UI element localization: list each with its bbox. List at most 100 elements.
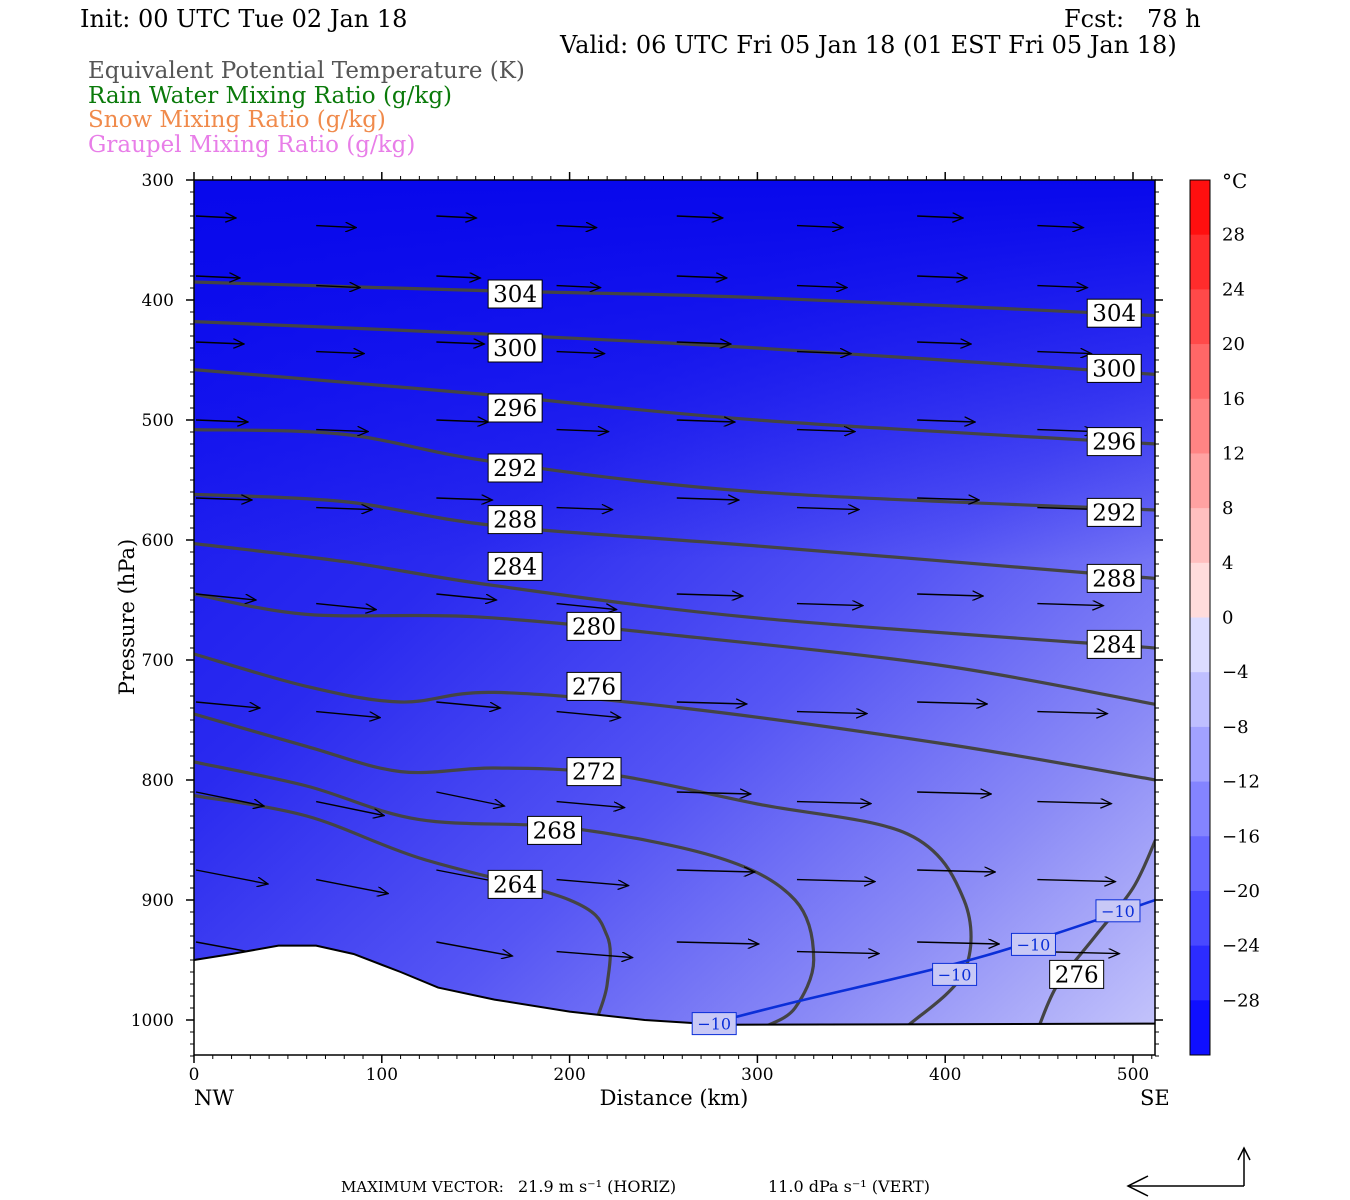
theta-e-label-box bbox=[566, 757, 622, 787]
terrain-area bbox=[194, 945, 1155, 1055]
theta-e-label-box bbox=[1086, 497, 1142, 527]
wind-vector bbox=[676, 498, 739, 500]
theta-e-line-268 bbox=[194, 760, 816, 1028]
colorbar-unit: °C bbox=[1222, 169, 1247, 193]
colorbar-swatch bbox=[1190, 781, 1210, 837]
wind-vector bbox=[796, 802, 871, 804]
colorbar-swatch bbox=[1190, 453, 1210, 509]
wind-vector bbox=[917, 498, 979, 500]
wind-vector bbox=[316, 602, 376, 610]
theta-e-label: 264 bbox=[493, 872, 537, 898]
colorbar-swatch bbox=[1190, 562, 1210, 618]
y-tick-label: 500 bbox=[142, 411, 174, 431]
wind-vector bbox=[676, 870, 755, 872]
theta-e-label: 288 bbox=[493, 508, 537, 534]
colorbar-tick-label: −28 bbox=[1222, 990, 1260, 1011]
colorbar-swatch bbox=[1190, 672, 1210, 728]
isotherm-label: −10 bbox=[697, 1015, 731, 1034]
wind-vector bbox=[195, 276, 240, 278]
x-tick-label: 100 bbox=[366, 1065, 398, 1085]
x-axis-title: Distance (km) bbox=[600, 1086, 749, 1110]
wind-vector bbox=[1037, 430, 1095, 432]
wind-vector bbox=[316, 800, 384, 816]
wind-vector bbox=[195, 701, 260, 708]
temperature-contours bbox=[700, 898, 1155, 1028]
theta-e-label-box bbox=[487, 551, 543, 581]
theta-e-label: 280 bbox=[572, 614, 616, 640]
isotherm-label-box bbox=[932, 962, 978, 986]
y-tick-label: 400 bbox=[142, 291, 174, 311]
isotherm-line bbox=[700, 898, 1155, 1028]
wind-vector bbox=[195, 791, 264, 806]
colorbar-swatch bbox=[1190, 508, 1210, 564]
theta-e-label: 296 bbox=[1092, 430, 1136, 456]
plot-frame bbox=[193, 179, 1156, 1056]
colorbar-tick-label: −16 bbox=[1222, 826, 1260, 847]
theta-e-label: 304 bbox=[1092, 301, 1136, 327]
theta-e-contours bbox=[194, 280, 1155, 1028]
wind-vector bbox=[917, 216, 963, 218]
max-vector-vert: 11.0 dPa s⁻¹ (VERT) bbox=[768, 1177, 930, 1196]
wind-vector bbox=[676, 342, 731, 344]
wind-vector bbox=[917, 342, 971, 344]
colorbar-tick-label: 4 bbox=[1222, 553, 1233, 574]
colorbar-swatch bbox=[1190, 180, 1210, 236]
isotherm-label-box bbox=[691, 1012, 737, 1036]
x-tick-label: 300 bbox=[741, 1065, 773, 1085]
theta-e-label-box bbox=[1086, 298, 1142, 328]
theta-e-line-272 bbox=[194, 712, 973, 1028]
colorbar-swatch bbox=[1190, 890, 1210, 947]
colorbar-tick-label: 16 bbox=[1222, 389, 1245, 410]
wind-vector bbox=[676, 702, 747, 704]
colorbar-swatch bbox=[1190, 344, 1210, 400]
theta-e-label-box bbox=[1086, 427, 1142, 457]
y-tick-label: 300 bbox=[142, 171, 174, 191]
y-tick-label: 1000 bbox=[131, 1011, 174, 1031]
colorbar-tick-label: −24 bbox=[1222, 936, 1260, 957]
wind-vector bbox=[556, 602, 617, 610]
colorbar-tick-label: 28 bbox=[1222, 225, 1245, 246]
theta-e-label: 272 bbox=[572, 760, 616, 786]
wind-vector bbox=[556, 352, 605, 354]
theta-e-line-284 bbox=[194, 542, 1155, 650]
colorbar: 28 24 20 16 12 8 4 0 −4 −8 −12 −16 −20 −24 −28 bbox=[1189, 179, 1260, 1056]
wind-vector bbox=[436, 276, 480, 278]
y-tick-label: 900 bbox=[142, 891, 174, 911]
x-tick-label: 400 bbox=[929, 1065, 961, 1085]
wind-vector bbox=[556, 226, 597, 228]
theta-e-label-box bbox=[487, 393, 543, 423]
wind-vector bbox=[917, 276, 967, 278]
reference-vector-icon bbox=[1126, 1146, 1251, 1197]
theta-e-label: 276 bbox=[572, 674, 616, 700]
colorbar-swatch bbox=[1190, 726, 1210, 783]
wind-vector bbox=[676, 216, 723, 218]
wind-vector bbox=[796, 880, 875, 882]
wind-vector bbox=[917, 594, 983, 596]
wind-vector bbox=[316, 226, 356, 228]
x-right-end-label: SE bbox=[1140, 1086, 1170, 1110]
wind-vector bbox=[436, 216, 476, 218]
valid-time: Valid: 06 UTC Fri 05 Jan 18 (01 EST Fri … bbox=[560, 31, 1177, 59]
colorbar-tick-label: −12 bbox=[1222, 772, 1260, 793]
legend-rain: Rain Water Mixing Ratio (g/kg) bbox=[88, 83, 453, 109]
wind-vector bbox=[917, 792, 991, 794]
theta-e-label: 288 bbox=[1092, 566, 1136, 592]
wind-vector bbox=[796, 226, 843, 228]
wind-vector bbox=[917, 702, 987, 704]
theta-e-label-box bbox=[487, 279, 543, 309]
wind-vector bbox=[195, 342, 244, 344]
axes: 300 400 500 600 700 800 900 1000 0 100 200 300 400 50… bbox=[131, 171, 1163, 1085]
temperature-shading bbox=[194, 180, 1155, 1055]
theta-e-line-288 bbox=[194, 492, 1155, 580]
wind-vector bbox=[436, 342, 484, 344]
colorbar-tick-label: −20 bbox=[1222, 881, 1260, 902]
wind-vector bbox=[556, 508, 613, 510]
isotherm-label: −10 bbox=[1017, 935, 1051, 954]
forecast-hour: Fcst: 78 h bbox=[1064, 5, 1201, 33]
theta-e-label: 292 bbox=[1092, 500, 1136, 526]
theta-e-label-box bbox=[487, 333, 543, 363]
colorbar-tick-label: 24 bbox=[1222, 279, 1245, 300]
legend-snow: Snow Mixing Ratio (g/kg) bbox=[88, 107, 386, 133]
theta-e-label-box bbox=[566, 671, 622, 701]
